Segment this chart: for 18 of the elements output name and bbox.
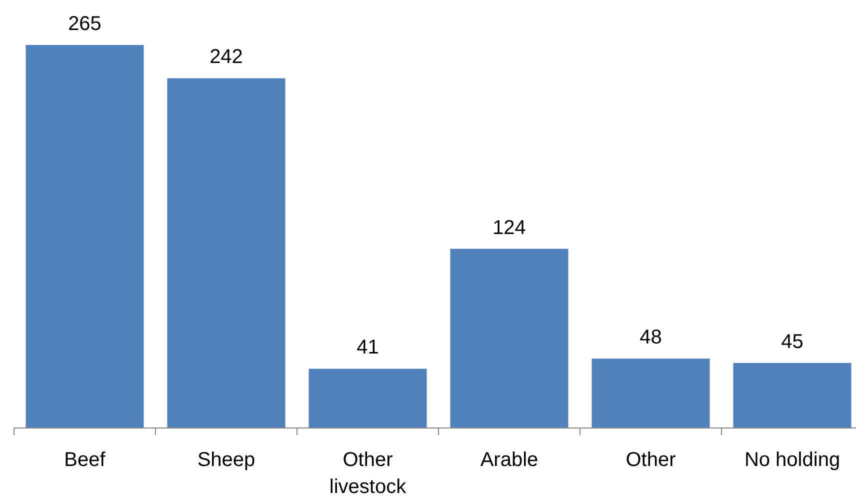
bar [167,78,286,428]
data-label: 265 [68,13,102,35]
bar [308,368,427,428]
data-label: 242 [210,46,243,68]
x-tick-label: Arable [480,449,538,471]
x-tick-label: Sheep [197,449,256,471]
x-tick-label: Other [626,449,676,471]
data-label: 41 [356,336,379,359]
x-tick-label: Beef [64,449,106,471]
x-tick-label: No holding [744,449,840,471]
data-label: 124 [492,216,526,239]
bar [450,248,568,428]
data-label: 48 [640,326,662,349]
data-label: 45 [781,330,804,353]
bar [733,362,852,428]
x-tick-label: Other livestock [329,449,408,498]
bar [26,45,144,428]
bar [592,358,710,428]
